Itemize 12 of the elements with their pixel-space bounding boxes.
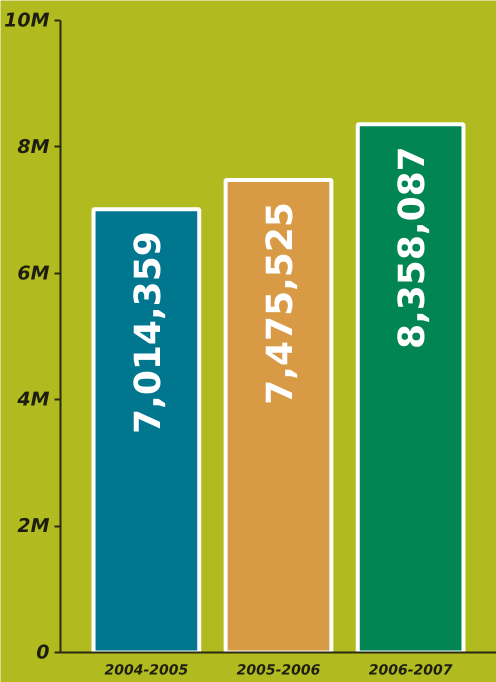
y-tick-label: 6M <box>17 262 50 284</box>
data-label: 7,014,359 <box>128 231 169 434</box>
x-tick-label: 2005-2006 <box>236 662 321 678</box>
y-tick-label: 2M <box>17 515 50 538</box>
x-tick-label: 2004-2005 <box>104 662 189 678</box>
x-tick-label: 2006-2007 <box>368 662 453 678</box>
y-tick-label: 8M <box>17 136 50 158</box>
y-tick-label: 10M <box>4 10 50 32</box>
y-tick-label: 4M <box>16 388 50 411</box>
y-tick-label: 0 <box>36 642 50 664</box>
data-label: 8,358,087 <box>392 146 434 349</box>
data-label: 7,475,525 <box>260 202 301 405</box>
